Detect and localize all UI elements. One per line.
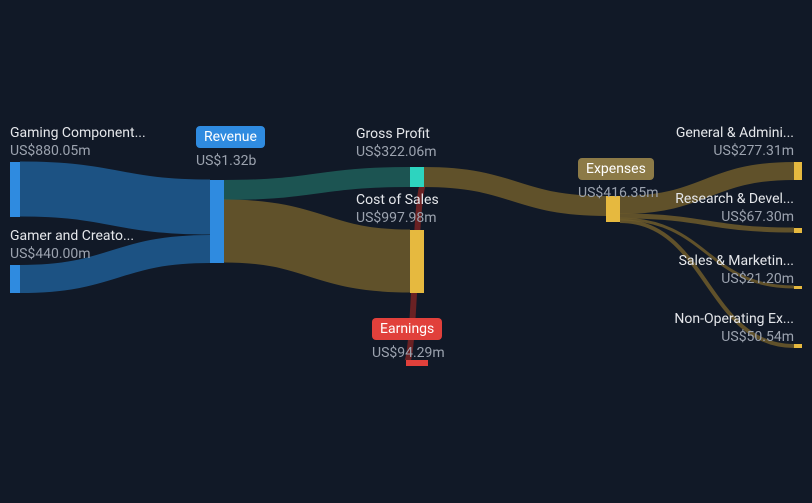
node-cost_of_sales xyxy=(410,230,424,293)
node-label-earnings: Earnings US$94.29m xyxy=(372,318,445,362)
node-revenue xyxy=(210,180,224,263)
node-sm xyxy=(794,286,802,289)
node-gamer_creator xyxy=(10,265,20,293)
node-label-expenses: Expenses US$416.35m xyxy=(578,158,659,202)
node-label-revenue: Revenue US$1.32b xyxy=(196,126,265,170)
link-revenue-cost_of_sales xyxy=(224,231,410,261)
link-revenue-gross_profit xyxy=(224,177,410,190)
node-label-ga: General & Admini... US$277.31m xyxy=(676,124,794,160)
node-rd xyxy=(794,228,802,233)
node-label-gamer-creator: Gamer and Creato... US$440.00m xyxy=(10,227,134,263)
node-label-rd: Research & Devel... US$67.30m xyxy=(675,190,794,226)
node-gaming_components xyxy=(10,162,20,217)
node-noe xyxy=(794,344,802,348)
node-gross_profit xyxy=(410,167,424,187)
earnings-pill: Earnings xyxy=(372,318,442,340)
node-label-gross-profit: Gross Profit US$322.06m xyxy=(356,125,437,161)
node-ga xyxy=(794,162,802,180)
node-label-sm: Sales & Marketin... US$21.20m xyxy=(679,252,794,288)
expenses-pill: Expenses xyxy=(578,158,654,180)
node-label-cost-of-sales: Cost of Sales US$997.98m xyxy=(356,191,439,227)
node-label-gaming-components: Gaming Component... US$880.05m xyxy=(10,124,146,160)
sankey-chart: { "chart": { "type": "sankey", "width": … xyxy=(0,0,812,503)
link-gaming_components-revenue xyxy=(20,189,210,207)
revenue-pill: Revenue xyxy=(196,126,265,148)
node-label-noe: Non-Operating Ex... US$50.54m xyxy=(674,310,794,346)
